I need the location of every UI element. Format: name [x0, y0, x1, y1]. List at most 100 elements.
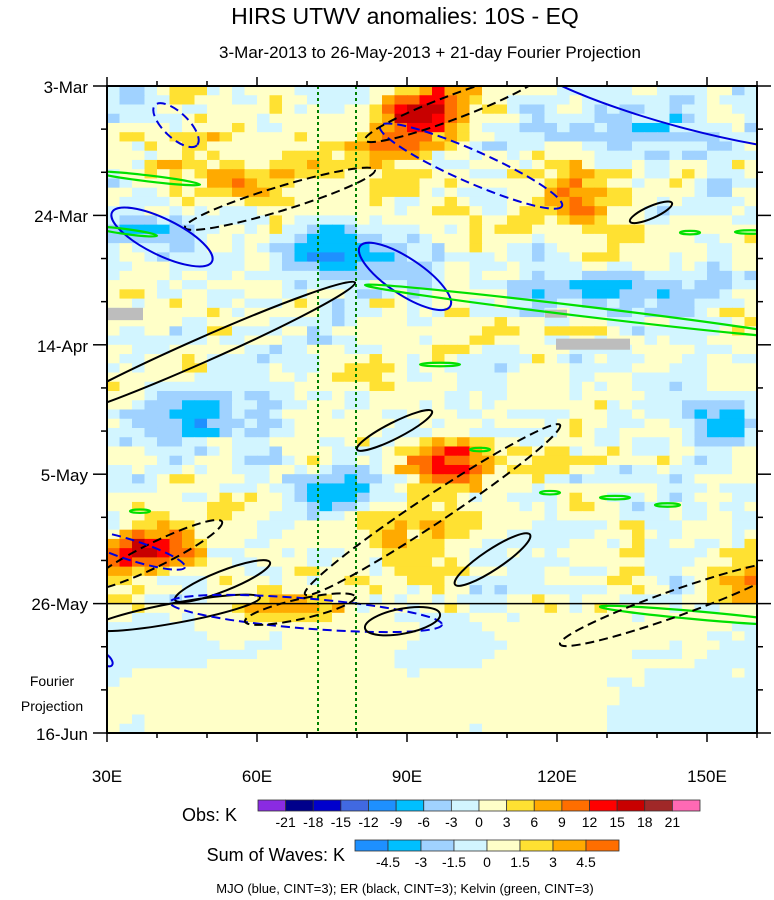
- field-cell: [332, 298, 346, 309]
- field-cell: [244, 132, 258, 143]
- field-cell: [407, 511, 421, 522]
- field-cell: [469, 631, 483, 642]
- field-cell: [119, 400, 133, 411]
- field-cell: [557, 206, 571, 216]
- field-cell: [519, 649, 533, 660]
- field-cell: [319, 659, 333, 669]
- field-cell: [294, 686, 308, 697]
- field-cell: [669, 538, 683, 549]
- field-cell: [157, 159, 171, 170]
- field-cell: [344, 677, 358, 688]
- field-cell: [219, 705, 233, 716]
- field-cell: [357, 612, 371, 623]
- field-cell: [307, 446, 321, 457]
- field-cell: [444, 113, 458, 124]
- field-cell: [719, 409, 733, 420]
- field-cell: [107, 668, 121, 679]
- field-cell: [119, 187, 133, 198]
- field-cell: [619, 307, 633, 318]
- field-cell: [232, 206, 246, 216]
- field-cell: [644, 317, 658, 327]
- field-cell: [744, 122, 757, 133]
- field-cell: [307, 714, 321, 725]
- field-cell: [394, 492, 408, 503]
- field-cell: [244, 622, 258, 632]
- field-cell: [582, 492, 596, 503]
- field-cell: [394, 649, 408, 660]
- field-cell: [594, 427, 608, 438]
- field-cell: [407, 640, 421, 651]
- field-cell: [182, 178, 196, 189]
- field-cell: [119, 723, 133, 733]
- field-cell: [282, 113, 296, 124]
- field-cell: [732, 86, 746, 96]
- field-cell: [394, 520, 408, 531]
- field-cell: [219, 150, 233, 161]
- field-cell: [569, 594, 583, 605]
- field-cell: [569, 409, 583, 420]
- field-cell: [482, 95, 496, 106]
- field-cell: [294, 372, 308, 383]
- field-cell: [594, 474, 608, 485]
- field-cell: [644, 354, 658, 364]
- field-cell: [407, 206, 421, 216]
- field-cell: [357, 224, 371, 235]
- field-cell: [332, 400, 346, 411]
- field-cell: [169, 640, 183, 651]
- field-cell: [294, 326, 308, 337]
- field-cell: [694, 113, 708, 124]
- field-cell: [519, 141, 533, 152]
- field-cell: [694, 141, 708, 152]
- field-cell: [132, 354, 146, 364]
- field-cell: [644, 418, 658, 429]
- field-cell: [632, 270, 646, 281]
- field-cell: [207, 270, 221, 281]
- field-cell: [457, 529, 471, 540]
- field-cell: [669, 400, 683, 411]
- field-cell: [632, 538, 646, 549]
- field-cell: [607, 326, 621, 337]
- field-cell: [544, 723, 558, 733]
- field-cell: [219, 261, 233, 272]
- field-cell: [207, 575, 221, 586]
- field-cell: [694, 575, 708, 586]
- field-cell: [194, 400, 208, 411]
- field-cell: [282, 252, 296, 263]
- field-cell: [544, 492, 558, 503]
- field-cell: [544, 326, 558, 337]
- field-cell: [144, 501, 158, 512]
- field-cell: [157, 501, 171, 512]
- field-cell: [494, 575, 508, 586]
- field-cell: [332, 196, 346, 207]
- field-cell: [207, 659, 221, 669]
- colorbar-box: [423, 799, 452, 812]
- field-cell: [469, 270, 483, 281]
- field-cell: [269, 187, 283, 198]
- field-cell: [644, 372, 658, 383]
- field-cell: [569, 187, 583, 198]
- field-cell: [319, 612, 333, 623]
- field-cell: [719, 594, 733, 605]
- field-cell: [594, 659, 608, 669]
- field-cell: [544, 289, 558, 300]
- kelvin-positive-contour: [107, 170, 202, 187]
- field-cell: [494, 372, 508, 383]
- field-cell: [307, 427, 321, 438]
- field-cell: [332, 548, 346, 558]
- field-cell: [644, 575, 658, 586]
- field-cell: [744, 594, 757, 605]
- field-cell: [307, 280, 321, 290]
- field-cell: [207, 400, 221, 411]
- field-cell: [207, 427, 221, 438]
- field-cell: [307, 335, 321, 346]
- field-cell: [669, 335, 683, 346]
- field-cell: [607, 132, 621, 143]
- field-cell: [194, 113, 208, 124]
- field-cell: [569, 483, 583, 494]
- field-cell: [107, 409, 121, 420]
- field-cell: [482, 566, 496, 577]
- field-cell: [132, 261, 146, 272]
- field-cell: [507, 409, 521, 420]
- field-cell: [457, 455, 471, 466]
- field-cell: [294, 354, 308, 364]
